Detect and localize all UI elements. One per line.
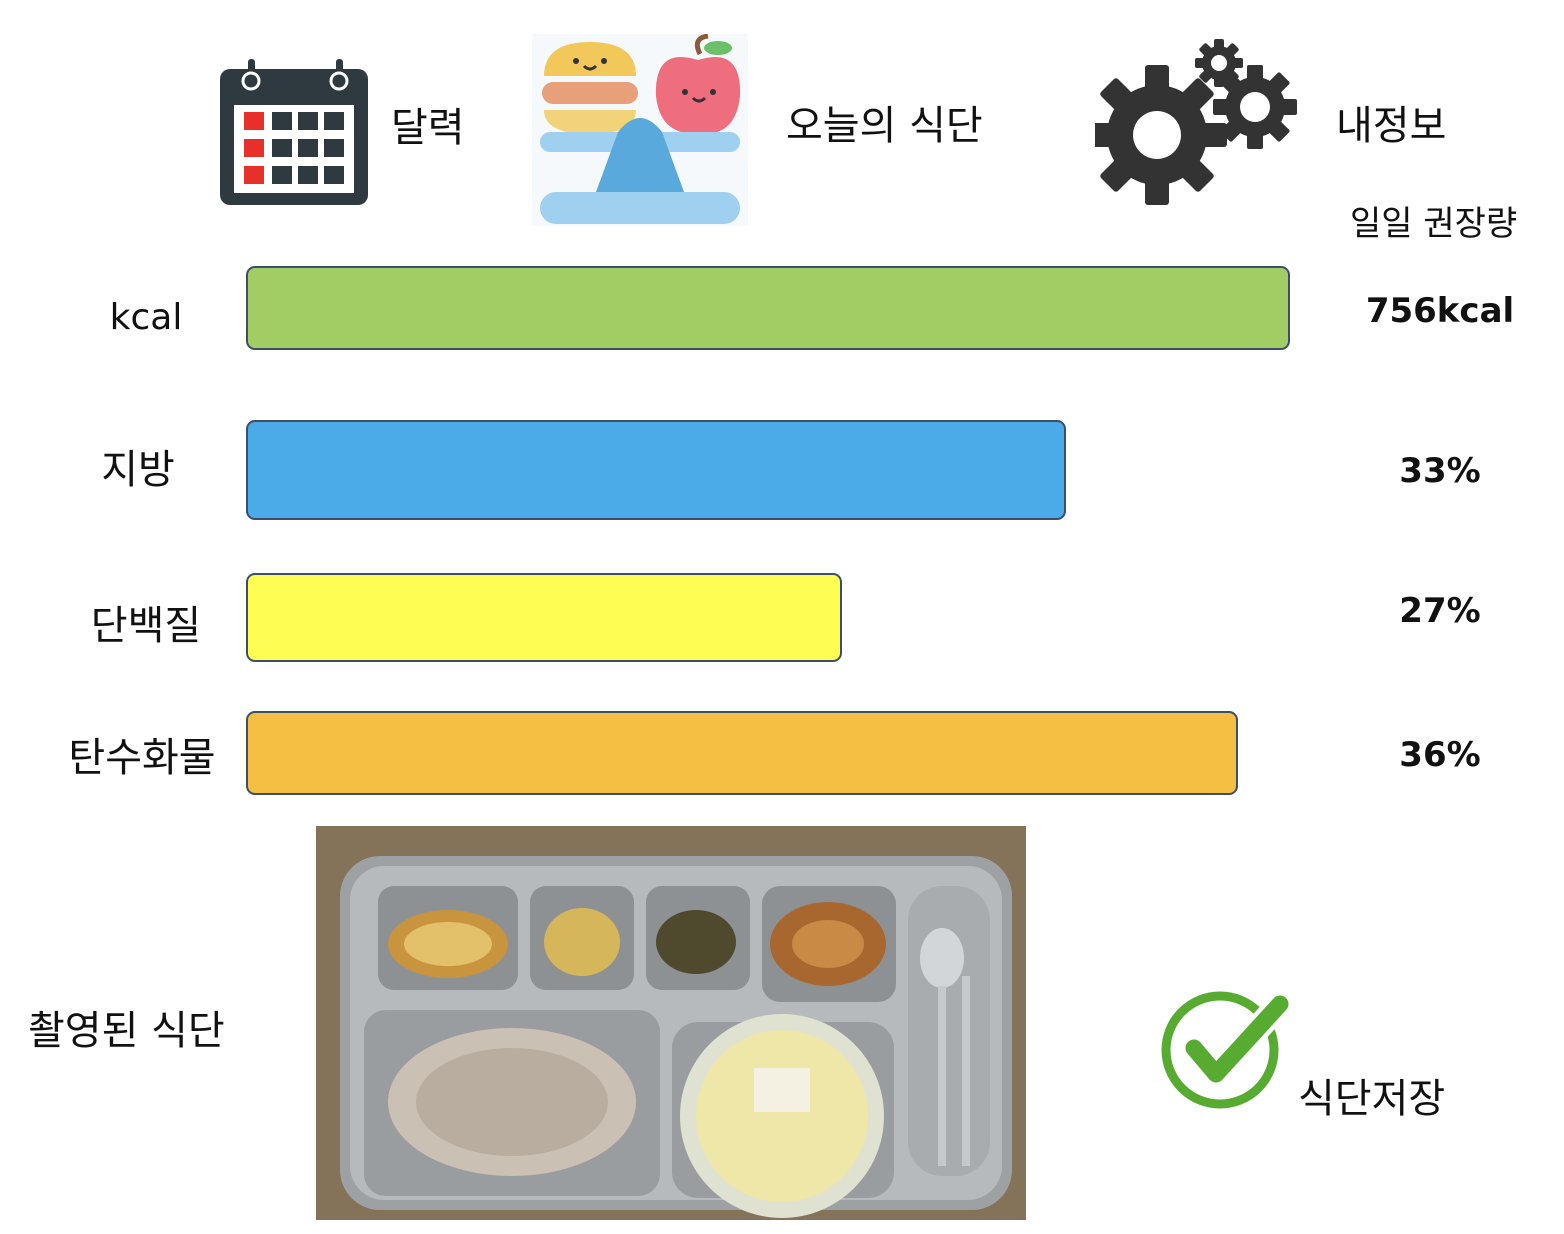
- calendar-label: 달력: [391, 105, 465, 151]
- nutrient-value: 27%: [1399, 591, 1481, 631]
- food-balance-icon: [532, 33, 748, 226]
- check-circle-icon: [1154, 990, 1294, 1110]
- save-meal-button[interactable]: 식단저장: [1150, 990, 1480, 1122]
- my-info-label: 내정보: [1336, 103, 1447, 149]
- recommendation-header: 일일 권장량: [1350, 204, 1518, 244]
- todays-meal-nav[interactable]: 오늘의 식단: [530, 30, 1030, 230]
- nutrient-label: 지방: [101, 447, 175, 493]
- nutrient-bar: [246, 573, 842, 662]
- todays-meal-label: 오늘의 식단: [786, 103, 983, 149]
- calendar-nav[interactable]: 달력: [215, 50, 495, 210]
- nutrient-value: 756kcal: [1365, 291, 1515, 331]
- nutrient-value: 36%: [1399, 735, 1481, 775]
- nutrient-bar: [246, 711, 1238, 795]
- nutrient-bar: [246, 420, 1066, 520]
- nutrient-label: 단백질: [90, 603, 202, 649]
- calendar-icon: [218, 55, 370, 207]
- nutrient-value: 33%: [1399, 451, 1481, 491]
- meal-tray-photo[interactable]: [316, 826, 1026, 1220]
- nutrient-label: kcal: [109, 297, 183, 338]
- my-info-nav[interactable]: 내정보: [1087, 30, 1490, 220]
- nutrient-label: 탄수화물: [68, 735, 216, 781]
- gears-icon: [1087, 35, 1305, 215]
- save-meal-label: 식단저장: [1298, 1076, 1446, 1122]
- captured-meal-label: 촬영된 식단: [28, 1008, 225, 1054]
- nutrient-bar: [246, 266, 1290, 350]
